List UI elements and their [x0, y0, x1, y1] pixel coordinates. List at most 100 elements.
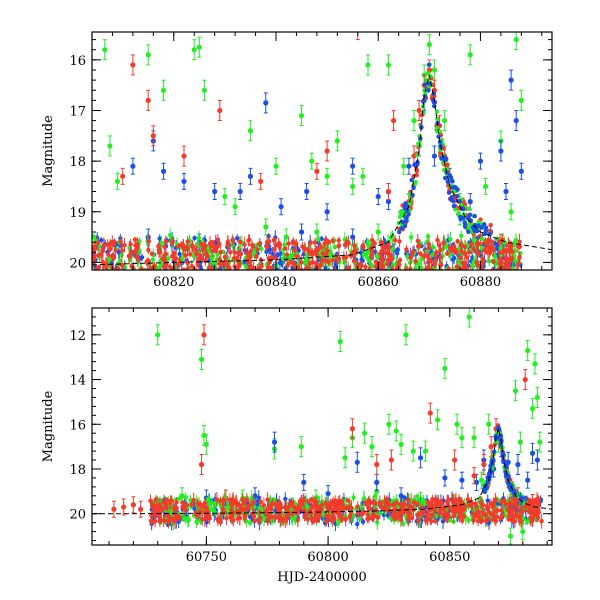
band-point: [185, 245, 190, 250]
data-point: [442, 110, 448, 132]
data-point: [201, 324, 207, 346]
band-point: [503, 260, 509, 266]
band-point: [450, 257, 456, 262]
band-point: [420, 510, 426, 515]
band-point: [302, 260, 307, 265]
data-point: [342, 447, 348, 469]
band-point: [196, 256, 202, 261]
band-point: [361, 496, 366, 501]
band-point: [283, 246, 288, 251]
band-point: [143, 271, 147, 275]
band-point: [174, 506, 179, 511]
band-point: [154, 270, 158, 274]
band-point: [415, 501, 421, 507]
band-point: [329, 507, 334, 513]
band-point: [267, 260, 272, 265]
data-point: [477, 152, 484, 170]
band-point: [275, 252, 281, 257]
band-point: [281, 256, 286, 262]
band-point: [191, 497, 196, 503]
data-point: [442, 357, 448, 379]
band-point: [120, 248, 125, 253]
band-point: [116, 249, 122, 255]
y-tick-label: 18: [69, 155, 86, 170]
data-point: [471, 427, 477, 449]
band-point: [345, 272, 349, 276]
band-point: [397, 262, 402, 267]
band-point: [285, 263, 290, 268]
peak-point: [498, 435, 503, 440]
data-point: [411, 110, 417, 132]
peak-point: [467, 222, 472, 227]
band-point: [134, 275, 138, 279]
band-point: [92, 234, 97, 240]
data-point: [247, 120, 254, 142]
band-point: [462, 260, 468, 266]
band-point: [459, 509, 464, 515]
band-point: [235, 236, 240, 241]
band-point: [507, 272, 511, 276]
band-point: [413, 259, 418, 264]
band-point: [271, 238, 276, 243]
peak-point: [420, 99, 426, 104]
band-point: [419, 257, 424, 262]
band-point: [208, 243, 214, 249]
band-point: [323, 274, 327, 278]
band-point: [210, 248, 216, 254]
data-point: [334, 130, 340, 152]
peak-point: [479, 236, 485, 242]
data-point: [314, 162, 320, 180]
data-point: [309, 152, 315, 170]
band-point: [386, 242, 391, 247]
peak-point: [404, 218, 409, 224]
band-point: [415, 244, 421, 249]
panel-top: 60820 60840 60860 60880 16 17 18 19 20 Magnitude: [41, 31, 553, 290]
data-point: [107, 135, 113, 157]
data-point: [401, 157, 407, 175]
data-point: [130, 54, 136, 76]
band-point: [334, 256, 340, 262]
band-point: [269, 255, 274, 260]
band-point: [367, 267, 372, 270]
band-point: [486, 237, 491, 243]
data-point: [114, 172, 121, 190]
band-point: [224, 515, 229, 521]
band-point: [451, 513, 456, 519]
band-point: [459, 233, 464, 239]
band-point: [281, 252, 287, 257]
data-point: [417, 447, 424, 469]
data-point: [454, 413, 460, 435]
band-point: [318, 244, 323, 249]
band-point: [259, 246, 264, 252]
band-point: [259, 264, 264, 269]
data-point: [365, 54, 371, 76]
data-point: [478, 471, 485, 489]
data-point: [258, 172, 264, 190]
band-point: [108, 246, 113, 251]
band-point: [491, 259, 496, 264]
band-point: [514, 270, 518, 274]
band-point: [369, 237, 375, 243]
band-point: [101, 242, 107, 248]
band-point: [418, 251, 423, 257]
x-tick-label: 60880: [460, 275, 501, 290]
band-point: [217, 241, 222, 247]
band-point: [304, 270, 308, 274]
peak-point: [496, 425, 501, 430]
peak-point: [490, 457, 496, 462]
band-point: [177, 496, 183, 501]
data-point: [278, 198, 284, 216]
data-point: [390, 110, 397, 132]
data-point: [388, 449, 394, 471]
band-point: [115, 272, 119, 276]
band-point: [311, 271, 315, 275]
band-point: [397, 258, 403, 263]
band-point: [299, 260, 304, 265]
band-point: [363, 264, 368, 270]
peak-point: [484, 225, 489, 230]
band-point: [323, 500, 328, 506]
band-point: [379, 505, 384, 510]
data-point: [350, 177, 356, 195]
band-point: [272, 247, 277, 252]
